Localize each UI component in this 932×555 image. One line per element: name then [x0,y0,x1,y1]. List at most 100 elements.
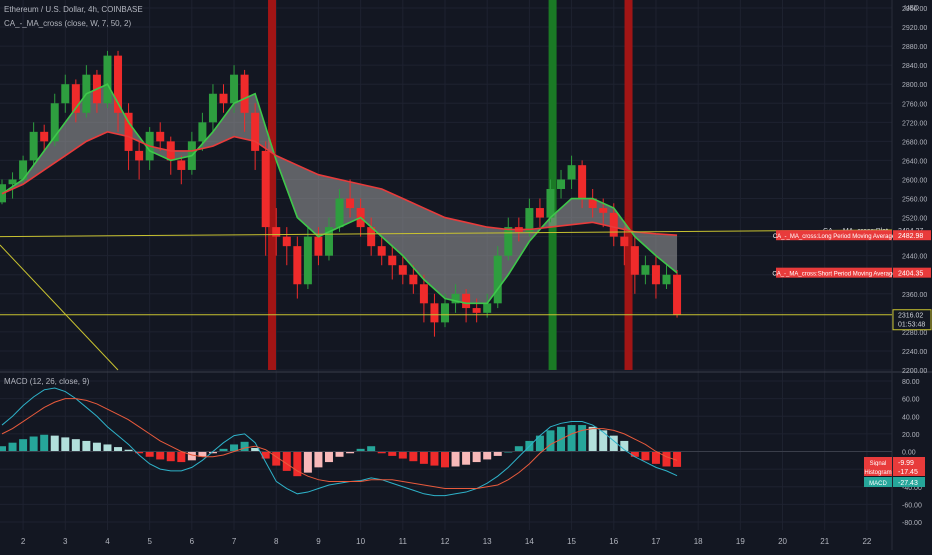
macd-tick-label: -80.00 [902,520,922,527]
macd-histogram-bar [187,451,196,461]
candle-up [525,208,534,232]
macd-histogram-bar [230,444,239,452]
candle-down [293,246,302,285]
macd-histogram-bar [135,451,144,454]
macd-histogram-bar [261,451,270,459]
ma-value-tag [893,267,931,278]
macd-histogram-bar [346,451,355,454]
macd-legend[interactable]: MACD (12, 26, close, 9) [4,377,90,386]
x-tick-label: 11 [399,537,408,546]
macd-histogram-bar [409,451,418,462]
x-tick-label: 16 [609,537,618,546]
macd-histogram-bar [166,451,175,462]
ma-name-tag [776,230,892,241]
macd-value-label: -9.99 [898,460,914,467]
x-tick-label: 19 [736,537,745,546]
candle-down [346,198,355,209]
x-tick-label: 14 [525,537,534,546]
macd-histogram-bar [398,451,407,459]
candle-down [651,265,660,285]
macd-histogram-bar [514,446,523,452]
price-tick-label: 2240.00 [902,349,927,356]
macd-tick-label: 80.00 [902,379,920,386]
price-tick-label: 2600.00 [902,177,927,184]
x-tick-label: 13 [483,537,492,546]
ma-cross-plot-line [0,229,893,238]
candle-up [567,165,576,180]
candle-up [493,255,502,304]
price-tick-label: 2800.00 [902,82,927,89]
price-tick-label: 2760.00 [902,101,927,108]
signal-bar-red [268,0,277,370]
macd-value-tag [893,457,925,467]
candle-down [673,274,682,315]
macd-histogram-bar [314,451,323,468]
candle-up [103,55,112,104]
candle-down [430,303,439,323]
candle-down [388,255,397,266]
yellow-diagonal-line [0,244,119,371]
macd-histogram-bar [156,451,165,460]
macd-name-tag [864,457,892,467]
macd-histogram-bar [50,435,59,452]
candle-down [535,208,544,218]
candle-up [230,74,239,104]
macd-histogram-bar [198,451,207,457]
macd-tick-label: 40.00 [902,414,920,421]
candle-down [124,112,133,151]
macd-histogram-bar [430,451,439,466]
candle-down [462,293,471,309]
candle-down [240,74,249,113]
macd-tick-label: 20.00 [902,432,920,439]
price-tick-label: 2840.00 [902,63,927,70]
candle-down [71,84,80,113]
macd-histogram-bar [630,451,639,457]
macd-name-label: MACD [869,481,887,487]
macd-histogram-bar [92,442,101,452]
macd-histogram-bar [367,446,376,452]
x-tick-label: 3 [63,537,68,546]
macd-histogram-bar [377,451,386,454]
macd-histogram-bar [483,451,492,460]
macd-histogram-bar [493,451,502,456]
indicator-legend[interactable]: CA_-_MA_cross (close, W, 7, 50, 2) [4,19,132,28]
candle-down [609,212,618,237]
long-ma-line [1,131,678,237]
macd-tick-label: -60.00 [902,502,922,509]
candle-up [61,84,70,104]
price-tick-label: 2360.00 [902,292,927,299]
macd-histogram-bar [251,447,260,452]
last-price-tag [892,309,932,331]
candle-down [398,265,407,275]
price-tick-label: 2280.00 [902,330,927,337]
candle-down [156,131,165,142]
x-tick-label: 21 [820,537,829,546]
price-tick-label: 2640.00 [902,158,927,165]
last-price-label: 2316.02 [898,313,923,320]
macd-histogram-bar [240,441,249,452]
x-tick-label: 5 [147,537,152,546]
candle-down [599,208,608,213]
x-tick-label: 17 [651,537,660,546]
x-tick-label: 8 [274,537,279,546]
x-tick-label: 2 [21,537,26,546]
macd-histogram-bar [599,430,608,452]
macd-histogram-bar [588,426,597,452]
signal-bar-green [548,0,557,370]
macd-histogram-bar [673,451,682,467]
candle-up [483,303,492,313]
macd-line [1,387,678,497]
candle-up [198,122,207,142]
macd-histogram-bar [535,435,544,452]
macd-value-label: -17.45 [898,469,918,476]
candle-up [208,93,217,123]
macd-histogram-bar [356,448,365,452]
candle-up [324,227,333,256]
ma-name-tag [776,267,892,278]
candle-up [504,227,513,256]
macd-histogram-bar [40,434,49,452]
candle-up [19,160,28,180]
macd-histogram-bar [0,446,6,452]
macd-histogram-bar [546,430,555,452]
x-tick-label: 12 [441,537,450,546]
